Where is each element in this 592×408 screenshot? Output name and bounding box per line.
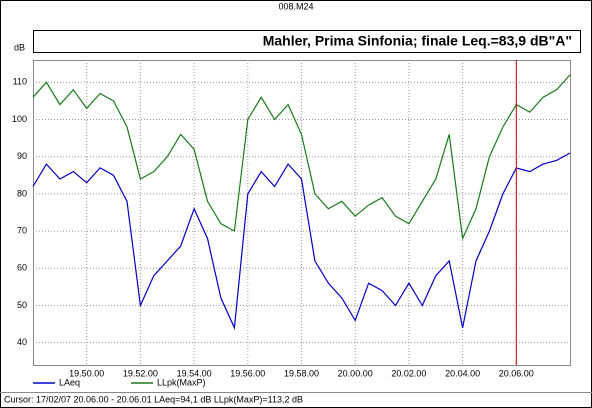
y-tick-label: 50 [17,300,27,310]
y-tick-label: 100 [12,114,27,124]
x-tick-label: 20.02.00 [391,368,426,378]
y-axis-label: dB [14,42,25,52]
legend-label: LLpk(MaxP) [157,377,206,387]
y-tick-label: 80 [17,188,27,198]
window-title: 008.M24 [278,1,313,11]
y-tick-label: 40 [17,337,27,347]
x-tick-label: 20.04.00 [445,368,480,378]
x-tick-label: 19.56.00 [230,368,265,378]
y-tick-label: 110 [13,77,27,87]
series-line [32,152,571,331]
x-tick-label: 19.58.00 [284,368,319,378]
series-line [32,74,571,241]
x-tick-label: 20.06.00 [499,368,534,378]
chart-title: Mahler, Prima Sinfonia; finale Leq.=83,9… [263,33,572,49]
x-tick-label: 19.50.00 [69,368,104,378]
y-tick-label: 70 [17,225,27,235]
status-bar: Cursor: 17/02/07 20.06.00 - 20.06.01 LAe… [4,394,303,404]
title-box [33,30,581,53]
x-tick-label: 19.54.00 [177,368,212,378]
y-tick-label: 60 [17,263,27,273]
x-tick-label: 19.52.00 [123,368,158,378]
y-tick-label: 90 [17,151,27,161]
x-tick-label: 20.00.00 [338,368,373,378]
legend-label: LAeq [59,377,80,387]
